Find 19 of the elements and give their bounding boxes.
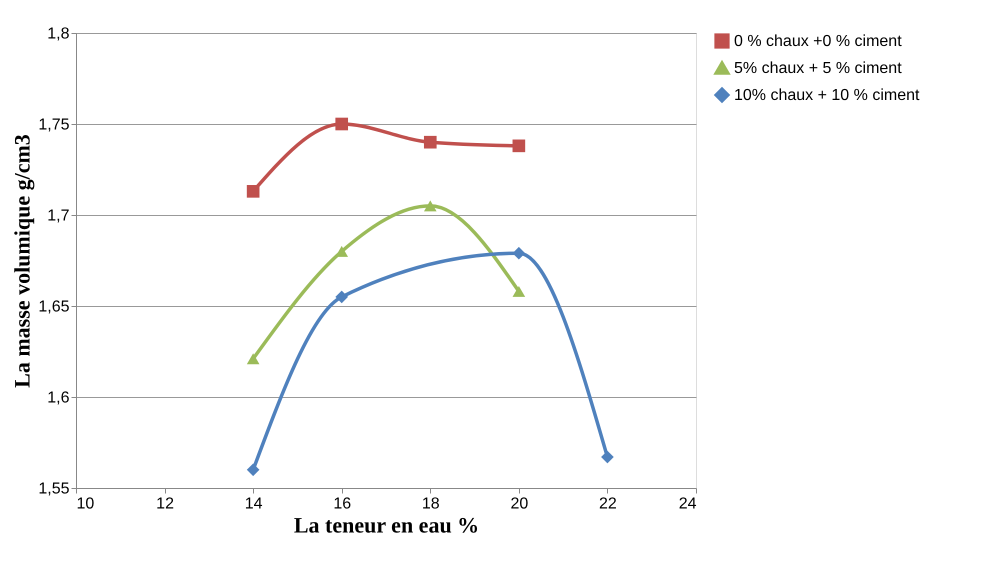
x-tick-label: 24 bbox=[678, 496, 697, 512]
x-tick-label: 18 bbox=[422, 496, 440, 512]
x-tick-label: 12 bbox=[156, 496, 174, 512]
x-tick-label: 16 bbox=[333, 496, 352, 512]
x-tick-label: 10 bbox=[76, 496, 94, 512]
legend-label: 5% chaux + 5 % ciment bbox=[734, 60, 902, 77]
y-tick-label: 1,65 bbox=[38, 298, 70, 316]
y-tick-label: 1,8 bbox=[47, 26, 70, 42]
x-axis-title: La teneur en eau % bbox=[294, 512, 480, 538]
x-tick-label: 22 bbox=[599, 496, 617, 512]
y-tick-label: 1,55 bbox=[38, 480, 70, 498]
y-tick-label: 1,7 bbox=[47, 208, 70, 224]
y-tick-label: 1,6 bbox=[47, 390, 70, 406]
y-axis-title: La masse volumique g/cm3 bbox=[9, 134, 34, 388]
y-tick-label: 1,75 bbox=[38, 116, 70, 134]
legend-label: 0 % chaux +0 % ciment bbox=[734, 33, 902, 50]
x-tick-label: 14 bbox=[244, 496, 263, 512]
x-tick-label: 20 bbox=[510, 496, 528, 512]
legend-label: 10% chaux + 10 % ciment bbox=[734, 87, 920, 104]
